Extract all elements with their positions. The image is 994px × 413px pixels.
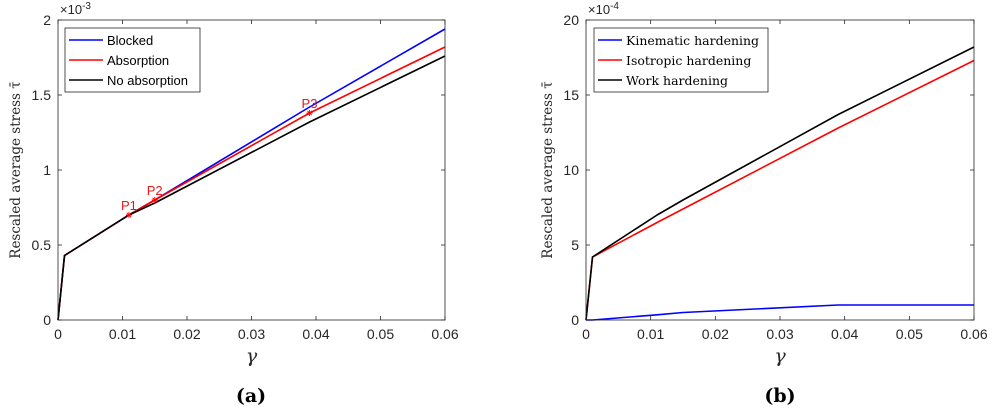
x-tick-label: 0.06 bbox=[960, 326, 987, 342]
x-tick-label: 0.03 bbox=[238, 326, 265, 342]
legend-label: Absorption bbox=[107, 53, 169, 68]
x-tick-label: 0 bbox=[582, 326, 590, 342]
x-tick-label: 0.05 bbox=[896, 326, 923, 342]
subfigure-caption: (a) bbox=[236, 385, 266, 407]
legend-item: Absorption bbox=[69, 53, 169, 68]
y-multiplier: ×10-4 bbox=[588, 1, 619, 17]
annotation-label: P2 bbox=[147, 183, 163, 198]
y-tick-label: 0.5 bbox=[32, 237, 52, 253]
series-line-no-absorption bbox=[57, 55, 446, 321]
legend-item: No absorption bbox=[69, 73, 188, 88]
y-tick-label: 0 bbox=[43, 312, 51, 328]
legend-label: Work hardening bbox=[626, 73, 728, 88]
x-tick-label: 0.03 bbox=[766, 326, 793, 342]
annotation-p1: P1 bbox=[121, 198, 137, 218]
y-axis-label: Rescaled average stress τ̄ bbox=[540, 81, 556, 258]
y-tick-label: 0 bbox=[571, 312, 579, 328]
y-multiplier: ×10-3 bbox=[60, 1, 91, 17]
y-tick-label: 10 bbox=[563, 162, 579, 178]
x-tick-label: 0.06 bbox=[431, 326, 458, 342]
x-tick-label: 0.05 bbox=[367, 326, 394, 342]
x-tick-label: 0.02 bbox=[173, 326, 200, 342]
legend-item: Blocked bbox=[69, 33, 153, 48]
legend-item: Work hardening bbox=[598, 73, 728, 88]
annotation-p2: P2 bbox=[147, 183, 163, 203]
chart-1: P1 P2 P3 0 0.01 0.02 0.03 0.04 0.05 0.06 0 0.5 1 1.5 2… bbox=[8, 1, 459, 407]
y-tick-label: 1.5 bbox=[32, 87, 52, 103]
annotation-marker bbox=[125, 212, 132, 218]
subfigure-caption: (b) bbox=[764, 385, 795, 407]
annotation-p3: P3 bbox=[302, 96, 318, 116]
annotation-label: P1 bbox=[121, 198, 137, 213]
x-axis-label: γ bbox=[246, 345, 258, 367]
annotation-label: P3 bbox=[302, 96, 318, 111]
x-tick-label: 0.04 bbox=[831, 326, 858, 342]
x-tick-label: 0 bbox=[54, 326, 62, 342]
x-tick-label: 0.01 bbox=[109, 326, 136, 342]
legend-label: Kinematic hardening bbox=[626, 33, 759, 48]
annotation-marker bbox=[151, 197, 158, 203]
chart-2: 0 0.01 0.02 0.03 0.04 0.05 0.06 0 5 10 15 20 ×10-4 Re… bbox=[540, 1, 988, 407]
legend-label: Blocked bbox=[107, 33, 153, 48]
legend-item: Isotropic hardening bbox=[598, 53, 751, 68]
legend: Blocked Absorption No absorption bbox=[64, 27, 201, 93]
y-tick-label: 1 bbox=[43, 162, 51, 178]
legend-label: Isotropic hardening bbox=[626, 53, 751, 68]
x-tick-label: 0.01 bbox=[637, 326, 664, 342]
y-axis-label: Rescaled average stress τ̄ bbox=[8, 81, 24, 258]
x-axis-label: γ bbox=[774, 345, 786, 367]
series-line-work-hardening bbox=[585, 46, 975, 321]
y-tick-label: 5 bbox=[571, 237, 579, 253]
x-tick-label: 0.04 bbox=[302, 326, 329, 342]
y-tick-label: 20 bbox=[563, 12, 579, 28]
annotation-marker bbox=[306, 110, 313, 116]
legend: Kinematic hardening Isotropic hardening Wo… bbox=[593, 27, 769, 93]
y-tick-label: 2 bbox=[43, 12, 51, 28]
legend-box bbox=[593, 27, 769, 93]
x-tick-label: 0.02 bbox=[702, 326, 729, 342]
y-tick-label: 15 bbox=[563, 87, 579, 103]
legend-item: Kinematic hardening bbox=[598, 33, 759, 48]
legend-label: No absorption bbox=[107, 73, 188, 88]
